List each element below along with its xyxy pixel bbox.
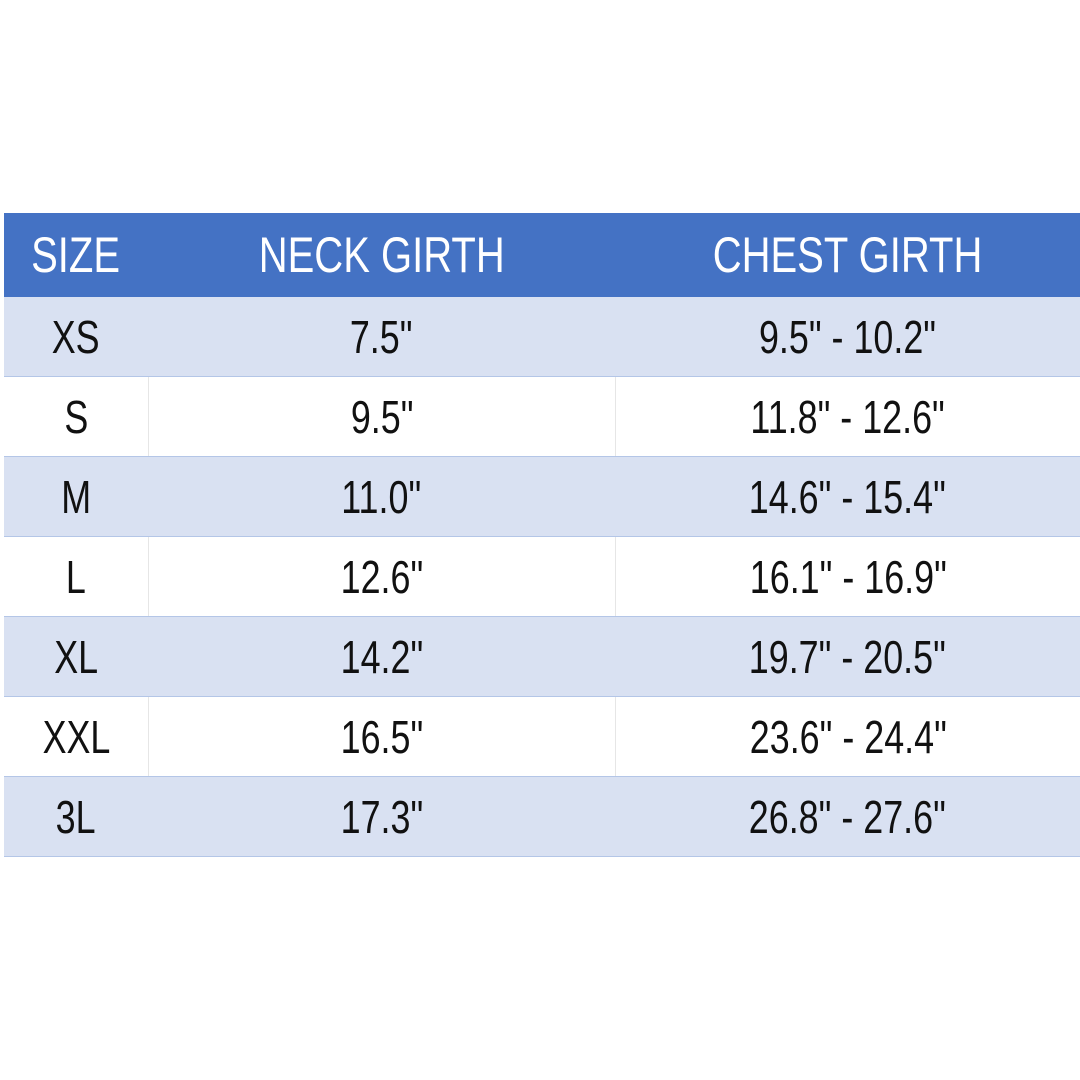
table-cell: CHEST GIRTH bbox=[615, 213, 1080, 297]
cell-text: S bbox=[64, 390, 88, 443]
table-row: L 12.6" 16.1" - 16.9" bbox=[4, 537, 1080, 617]
cell-text: XL bbox=[54, 630, 98, 683]
table-cell: 14.2" bbox=[148, 617, 615, 696]
table-cell: XL bbox=[4, 617, 148, 696]
table-cell: 16.1" - 16.9" bbox=[615, 537, 1080, 616]
table-cell: L bbox=[4, 537, 148, 616]
table-cell: XXL bbox=[4, 697, 148, 776]
table-cell: 23.6" - 24.4" bbox=[615, 697, 1080, 776]
cell-text: 9.5" bbox=[350, 390, 414, 443]
cell-text: 14.2" bbox=[340, 630, 423, 683]
cell-text: 11.8" - 12.6" bbox=[750, 390, 946, 443]
table-cell: 17.3" bbox=[148, 777, 615, 856]
cell-text: 23.6" - 24.4" bbox=[749, 710, 947, 763]
table-cell: SIZE bbox=[4, 213, 148, 297]
table-row: XS 7.5" 9.5" - 10.2" bbox=[4, 297, 1080, 377]
cell-text: M bbox=[61, 470, 91, 523]
cell-text: 17.3" bbox=[340, 790, 423, 843]
cell-text: 9.5" - 10.2" bbox=[758, 310, 937, 363]
size-table: SIZE NECK GIRTH CHEST GIRTH XS 7.5" 9.5" - 10… bbox=[4, 213, 1080, 857]
table-cell: NECK GIRTH bbox=[148, 213, 615, 297]
table-row: S 9.5" 11.8" - 12.6" bbox=[4, 377, 1080, 457]
cell-text: 11.0" bbox=[341, 470, 422, 523]
table-row: XXL 16.5" 23.6" - 24.4" bbox=[4, 697, 1080, 777]
table-cell: 26.8" - 27.6" bbox=[615, 777, 1080, 856]
cell-text: NECK GIRTH bbox=[258, 227, 505, 283]
cell-text: 12.6" bbox=[340, 550, 424, 603]
table-row: M 11.0" 14.6" - 15.4" bbox=[4, 457, 1080, 537]
cell-text: 16.5" bbox=[340, 710, 424, 763]
table-cell: 14.6" - 15.4" bbox=[615, 457, 1080, 536]
table-cell: S bbox=[4, 377, 148, 456]
header-row: SIZE NECK GIRTH CHEST GIRTH bbox=[4, 213, 1080, 297]
table-cell: 12.6" bbox=[148, 537, 615, 616]
table-cell: M bbox=[4, 457, 148, 536]
table-row: XL 14.2" 19.7" - 20.5" bbox=[4, 617, 1080, 697]
cell-text: 26.8" - 27.6" bbox=[748, 790, 947, 843]
table-cell: 11.0" bbox=[148, 457, 615, 536]
table-cell: XS bbox=[4, 297, 148, 376]
cell-text: 14.6" - 15.4" bbox=[748, 470, 947, 523]
table-cell: 11.8" - 12.6" bbox=[615, 377, 1080, 456]
table-cell: 19.7" - 20.5" bbox=[615, 617, 1080, 696]
table-row: 3L 17.3" 26.8" - 27.6" bbox=[4, 777, 1080, 857]
cell-text: SIZE bbox=[31, 227, 121, 283]
cell-text: 19.7" - 20.5" bbox=[748, 630, 947, 683]
table-cell: 9.5" - 10.2" bbox=[615, 297, 1080, 376]
cell-text: L bbox=[66, 550, 86, 603]
cell-text: CHEST GIRTH bbox=[712, 227, 983, 283]
cell-text: 3L bbox=[56, 790, 96, 843]
cell-text: XXL bbox=[42, 710, 110, 763]
table-cell: 7.5" bbox=[148, 297, 615, 376]
cell-text: XS bbox=[52, 310, 100, 363]
cell-text: 16.1" - 16.9" bbox=[749, 550, 947, 603]
table-cell: 9.5" bbox=[148, 377, 615, 456]
table-cell: 16.5" bbox=[148, 697, 615, 776]
table-cell: 3L bbox=[4, 777, 148, 856]
cell-text: 7.5" bbox=[350, 310, 413, 363]
